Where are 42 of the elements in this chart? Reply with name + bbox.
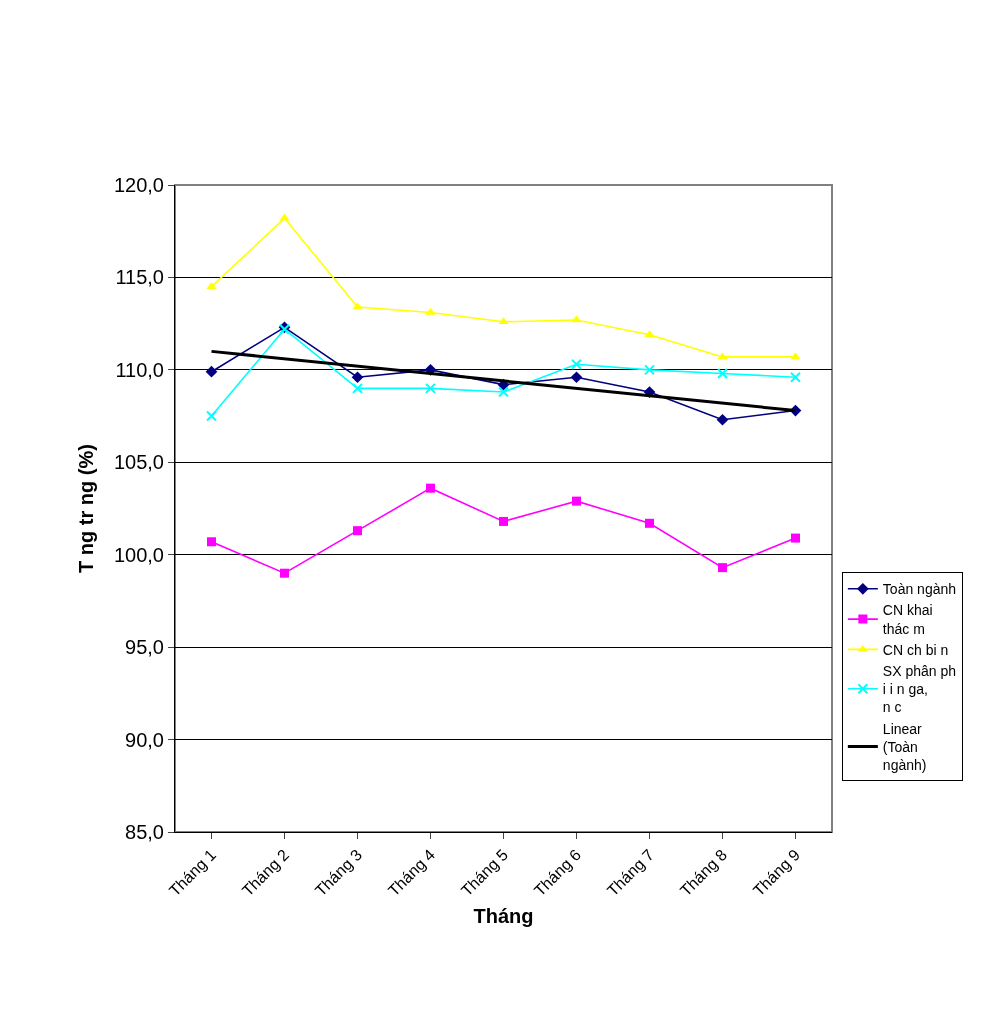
point — [571, 315, 582, 323]
point — [280, 568, 289, 578]
point — [207, 537, 216, 547]
y-tick-label: 115,0 — [115, 266, 164, 289]
point — [499, 516, 508, 526]
y-tick-label: 100,0 — [113, 543, 164, 566]
legend-label: CN khai thác m — [882, 602, 933, 637]
y-tick-label: 90,0 — [125, 728, 164, 751]
point — [790, 371, 801, 383]
point — [717, 352, 728, 360]
point — [426, 483, 435, 493]
y-tick-label: 110,0 — [115, 358, 164, 381]
point — [425, 382, 436, 394]
point — [205, 365, 218, 378]
legend-label: CN ch bi n — [882, 641, 949, 658]
point — [352, 382, 363, 394]
y-tick-label: 105,0 — [113, 451, 164, 474]
point — [572, 496, 581, 506]
point — [351, 371, 364, 384]
point — [790, 352, 801, 360]
point — [352, 302, 363, 310]
point — [791, 533, 800, 543]
point — [206, 410, 217, 422]
y-tick-label: 120,0 — [113, 174, 164, 196]
legend-label: SX phân ph i i n ga, n c — [882, 663, 957, 716]
y-axis-title: T ng tr ng (%) — [75, 444, 98, 573]
point — [644, 364, 655, 376]
point — [279, 213, 290, 221]
point — [353, 526, 362, 536]
point — [717, 368, 728, 380]
legend-label: Linear (Toàn ngành) — [882, 720, 927, 774]
point — [645, 518, 654, 528]
y-tick-label: 95,0 — [125, 636, 164, 659]
point — [498, 386, 509, 398]
point — [571, 358, 582, 370]
legend-label: Toàn ngành — [882, 581, 957, 598]
point — [498, 317, 509, 325]
point — [570, 371, 583, 384]
point — [716, 413, 729, 426]
x-axis-title: Tháng — [473, 905, 534, 927]
y-tick-label: 85,0 — [125, 821, 164, 843]
point — [718, 563, 727, 573]
